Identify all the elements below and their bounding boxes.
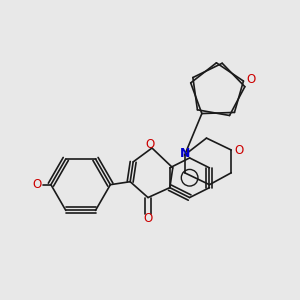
Text: O: O xyxy=(246,73,256,86)
Text: N: N xyxy=(179,147,190,160)
Text: O: O xyxy=(143,212,153,225)
Text: O: O xyxy=(146,138,155,151)
Text: O: O xyxy=(234,143,243,157)
Text: O: O xyxy=(32,178,41,191)
